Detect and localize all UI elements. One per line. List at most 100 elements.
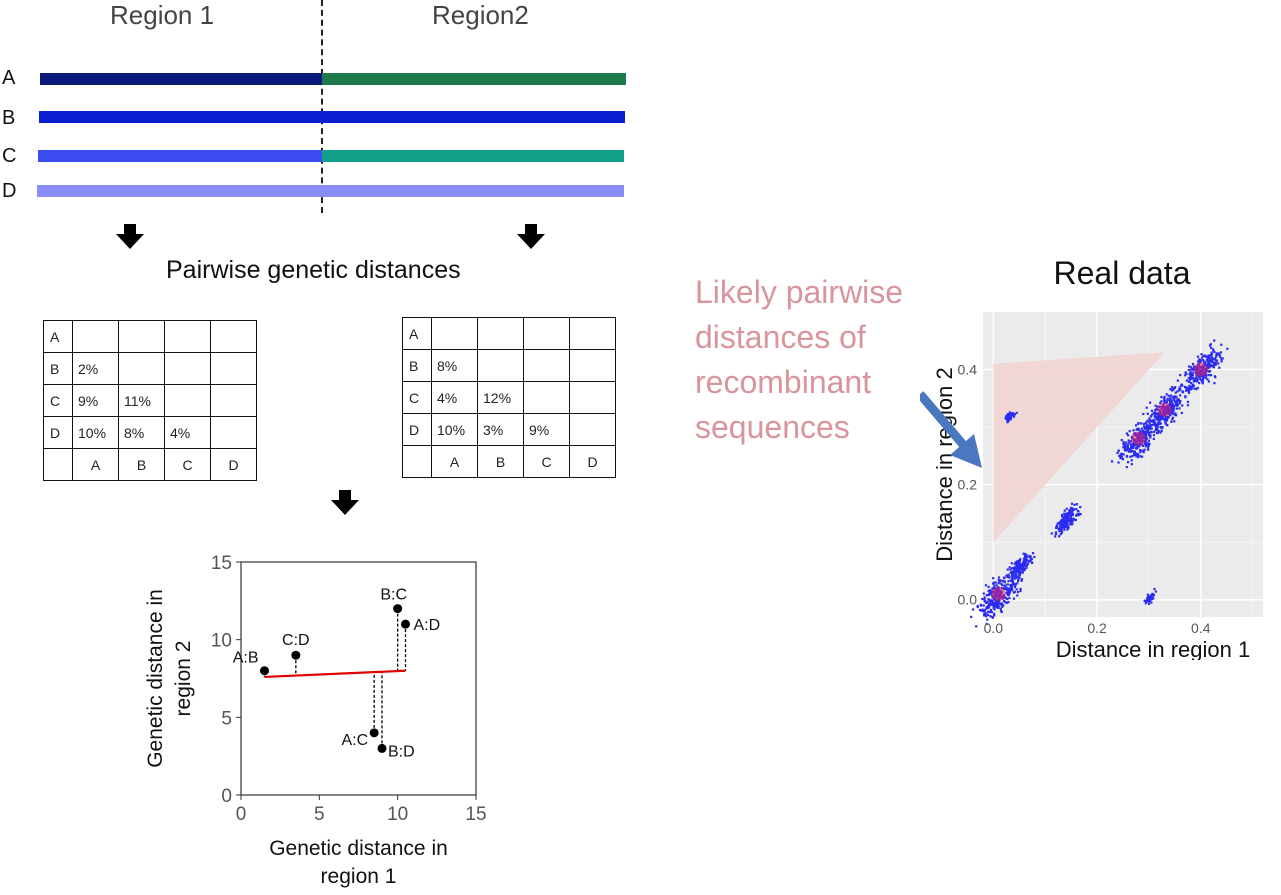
density-point bbox=[1137, 422, 1140, 426]
sequence-d-region1-bar bbox=[37, 185, 322, 197]
density-point bbox=[1010, 583, 1013, 586]
density-point bbox=[1002, 579, 1005, 583]
density-point bbox=[1171, 416, 1175, 419]
density-point bbox=[1016, 561, 1019, 564]
density-point bbox=[1172, 404, 1175, 407]
matrix-cell: 9% bbox=[72, 384, 119, 417]
density-point bbox=[1194, 377, 1198, 380]
density-point bbox=[1019, 587, 1022, 591]
density-point bbox=[1206, 378, 1209, 381]
density-point bbox=[1003, 585, 1006, 588]
density-point bbox=[1118, 454, 1121, 458]
density-point bbox=[1006, 589, 1009, 592]
density-point bbox=[1141, 449, 1144, 452]
density-point bbox=[1173, 413, 1176, 416]
density-point bbox=[1190, 366, 1193, 369]
density-point bbox=[1176, 379, 1179, 382]
density-point bbox=[1011, 579, 1015, 583]
density-point bbox=[1031, 552, 1035, 555]
density-point bbox=[1215, 355, 1218, 358]
density-point bbox=[1009, 416, 1013, 419]
density-point bbox=[1071, 513, 1074, 516]
density-point bbox=[1006, 591, 1009, 594]
density-point bbox=[1212, 357, 1215, 361]
x-axis-label: Distance in region 1 bbox=[1056, 637, 1250, 660]
density-point bbox=[1146, 430, 1149, 434]
density-point bbox=[1140, 455, 1144, 458]
density-point bbox=[1066, 522, 1069, 525]
density-point bbox=[1123, 442, 1126, 446]
density-point bbox=[1017, 572, 1020, 575]
density-point bbox=[1133, 450, 1136, 453]
density-point bbox=[1128, 430, 1131, 433]
density-point bbox=[1154, 404, 1157, 407]
density-point bbox=[1209, 359, 1212, 362]
density-point bbox=[1149, 401, 1152, 404]
density-point bbox=[1009, 412, 1013, 415]
density-point bbox=[1061, 513, 1064, 516]
density-point bbox=[1009, 568, 1012, 571]
density-point bbox=[1165, 400, 1168, 403]
density-point bbox=[1005, 601, 1008, 604]
density-point bbox=[1139, 455, 1142, 458]
density-point bbox=[1198, 361, 1201, 364]
density-point bbox=[1003, 580, 1006, 583]
density-point bbox=[1192, 379, 1195, 382]
distance-matrix-region2: A B 8% C 4% 12% D 10% 3% 9% A B C D bbox=[402, 317, 616, 478]
density-point bbox=[1066, 528, 1069, 531]
density-point bbox=[1077, 512, 1080, 516]
density-point bbox=[1126, 447, 1129, 450]
density-point bbox=[1173, 420, 1176, 423]
density-point bbox=[1006, 421, 1009, 424]
density-point bbox=[1156, 425, 1159, 428]
density-point bbox=[1206, 355, 1209, 358]
density-point bbox=[1181, 390, 1184, 393]
density-point bbox=[1203, 362, 1206, 365]
density-point bbox=[1010, 586, 1013, 589]
density-point bbox=[1125, 441, 1128, 444]
density-point bbox=[1153, 587, 1156, 591]
density-point bbox=[1161, 426, 1164, 429]
density-point bbox=[1196, 355, 1200, 358]
density-point bbox=[1012, 569, 1015, 572]
density-point bbox=[1174, 391, 1177, 394]
density-point bbox=[1066, 512, 1070, 516]
density-point bbox=[986, 613, 990, 617]
density-point bbox=[1147, 602, 1151, 605]
density-point bbox=[1149, 426, 1152, 429]
density-point bbox=[1207, 359, 1210, 362]
density-point bbox=[1069, 518, 1072, 521]
density-point bbox=[999, 579, 1002, 582]
matrix-cell bbox=[431, 317, 478, 350]
density-point bbox=[987, 585, 990, 588]
matrix-cell: C bbox=[402, 381, 432, 414]
density-point bbox=[1146, 443, 1149, 447]
density-point bbox=[1063, 515, 1067, 518]
density-point bbox=[1145, 441, 1148, 444]
density-point bbox=[1156, 423, 1159, 426]
down-arrow-icon bbox=[331, 490, 359, 515]
density-point bbox=[1143, 427, 1147, 430]
density-point bbox=[1209, 343, 1212, 346]
density-point bbox=[1188, 388, 1191, 391]
density-point bbox=[1019, 589, 1022, 593]
density-point bbox=[1137, 444, 1141, 447]
recombinant-annotation: Likely pairwise distances of recombinant… bbox=[695, 270, 903, 450]
density-point bbox=[1143, 448, 1146, 451]
density-point bbox=[1169, 397, 1172, 401]
density-point bbox=[983, 596, 986, 599]
matrix-row: A bbox=[43, 320, 257, 353]
density-point bbox=[1013, 568, 1016, 571]
data-point bbox=[377, 743, 387, 753]
density-point bbox=[1185, 379, 1188, 382]
density-point bbox=[1214, 376, 1217, 379]
density-point bbox=[976, 605, 979, 609]
data-point bbox=[401, 619, 410, 629]
density-point bbox=[1179, 373, 1182, 377]
matrix-row: A bbox=[402, 317, 616, 350]
density-point bbox=[997, 605, 1000, 608]
matrix-cell: B bbox=[43, 352, 73, 385]
density-point bbox=[1147, 599, 1150, 602]
density-point bbox=[1128, 448, 1132, 451]
density-point bbox=[1013, 574, 1016, 577]
